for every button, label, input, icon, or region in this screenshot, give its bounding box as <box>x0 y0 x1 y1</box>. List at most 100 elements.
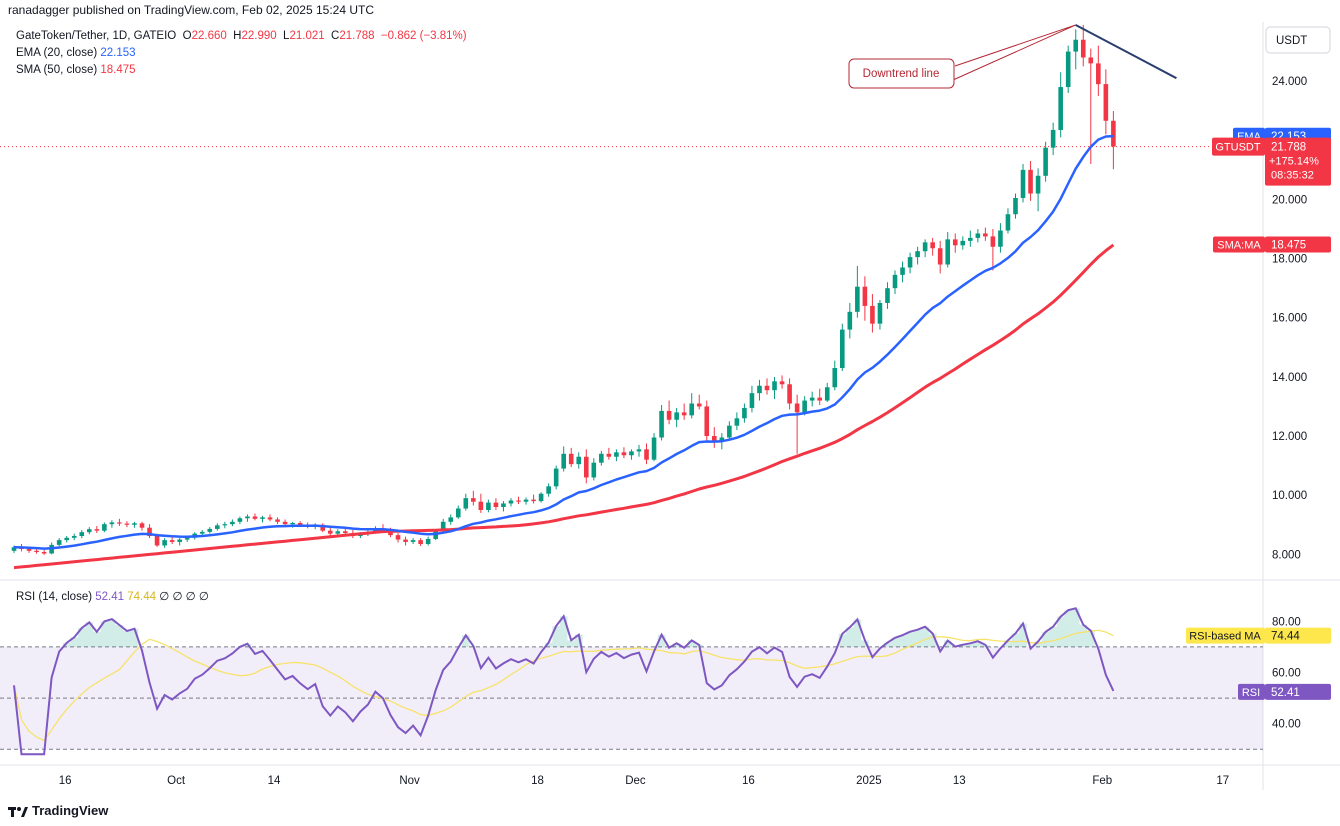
candle-body <box>177 539 182 542</box>
candle-body <box>629 451 634 456</box>
candle-body <box>870 305 875 324</box>
ema-legend[interactable]: EMA (20, close) 22.153 <box>16 47 136 59</box>
candle-body <box>975 233 981 238</box>
rsi-legend-label: RSI (14, close) <box>16 591 93 603</box>
candle-body <box>260 517 265 519</box>
candle-body <box>591 462 597 478</box>
candle-body <box>26 549 32 551</box>
time-axis-label: 13 <box>953 775 966 787</box>
candle-body <box>94 529 100 531</box>
open-label: O <box>182 30 192 42</box>
candle-body <box>764 385 770 391</box>
candle-body <box>109 522 115 525</box>
time-axis-label: Oct <box>167 775 186 787</box>
candle-body <box>1111 120 1116 147</box>
candle-body <box>862 286 868 306</box>
time-axis-label: Feb <box>1092 775 1112 787</box>
candle-body <box>757 385 762 394</box>
candle-body <box>343 531 348 534</box>
currency-label: USDT <box>1276 35 1307 47</box>
candle-body <box>493 502 499 508</box>
candle-body <box>207 528 213 532</box>
candle-body <box>508 500 514 504</box>
candle-body <box>184 537 190 540</box>
candle-body <box>154 536 160 546</box>
price-badge-countdown: 08:35:32 <box>1271 170 1314 182</box>
time-axis-label: 14 <box>268 775 281 787</box>
downtrend-line <box>1075 24 1177 80</box>
currency-box <box>1265 26 1331 54</box>
tradingview-logo[interactable]: TradingView <box>8 803 108 818</box>
candle-body <box>583 456 589 478</box>
candle-body <box>335 531 341 534</box>
candle-body <box>960 240 966 246</box>
candle-body <box>34 550 39 552</box>
candle-body <box>719 437 725 442</box>
candle-body <box>1013 197 1018 215</box>
rsi-ma-name-badge <box>1186 627 1265 644</box>
candle-body <box>139 523 145 528</box>
sma-legend[interactable]: SMA (50, close) 18.475 <box>16 64 136 76</box>
time-axis-label: 2025 <box>856 775 882 787</box>
candle-body <box>546 486 551 494</box>
candle-body <box>855 286 860 312</box>
high-label: H <box>233 30 242 42</box>
sma-value-badge <box>1265 236 1331 253</box>
ema-legend-label: EMA (20, close) <box>16 47 98 59</box>
candle-body <box>418 540 423 544</box>
candle-body <box>576 456 582 465</box>
candle-body <box>681 412 687 416</box>
candle-body <box>704 406 710 437</box>
candle-body <box>463 498 469 509</box>
candle-body <box>606 453 612 457</box>
candle-body <box>162 540 167 546</box>
rsi-legend[interactable]: RSI (14, close) 52.41 74.44 ∅ ∅ ∅ ∅ <box>16 589 209 603</box>
candle-body <box>275 519 280 522</box>
candle-body <box>41 551 47 554</box>
rsi-tick-label: 80.00 <box>1272 616 1301 628</box>
candle-body <box>327 530 333 534</box>
symbol-badge-name: GTUSDT <box>1215 142 1261 154</box>
candle-body <box>403 539 408 542</box>
price-tick-label: 24.000 <box>1272 76 1307 88</box>
price-tick-label: 20.000 <box>1272 194 1307 206</box>
candle-body <box>772 381 777 391</box>
candle-body <box>501 503 506 508</box>
candle-body <box>907 257 913 268</box>
candle-body <box>915 251 920 258</box>
sma-legend-value: 18.475 <box>100 64 136 76</box>
candle-body <box>937 248 943 265</box>
price-badge-change: +175.14% <box>1269 156 1319 168</box>
candle-body <box>900 267 905 275</box>
price-tick-label: 18.000 <box>1272 254 1307 266</box>
rsi-ma-value-badge <box>1265 627 1331 644</box>
sma-name-badge <box>1213 236 1265 253</box>
candle-body <box>1043 147 1048 176</box>
price-tick-label: 14.000 <box>1272 372 1307 384</box>
candle-body <box>410 540 416 542</box>
symbol-name-badge <box>1212 137 1265 156</box>
candle-body <box>983 233 988 237</box>
candle-body <box>666 410 672 420</box>
candle-body <box>245 516 250 519</box>
time-axis-label: Dec <box>625 775 646 787</box>
candle-body <box>117 522 122 524</box>
candle-body <box>877 302 883 324</box>
rsi-ma-badge-name: RSI-based MA <box>1189 631 1261 643</box>
high-value: 22.990 <box>241 30 277 42</box>
candle-body <box>11 547 17 551</box>
candle-body <box>742 407 747 419</box>
rsi-badge-name: RSI <box>1242 687 1260 699</box>
rsi-line <box>13 607 1115 756</box>
callout-text: Downtrend line <box>863 68 940 80</box>
price-tick-label: 10.000 <box>1272 490 1307 502</box>
candle-body <box>252 516 258 519</box>
rsi-tick-label: 40.00 <box>1272 719 1301 731</box>
candle-body <box>734 418 740 426</box>
candle-body <box>87 529 92 533</box>
candle-body <box>651 437 657 460</box>
symbol-legend: GateToken/Tether, 1D, GATEIO O22.660 H22… <box>16 30 467 42</box>
price-tick-label: 12.000 <box>1272 431 1307 443</box>
candle-body <box>237 518 243 522</box>
